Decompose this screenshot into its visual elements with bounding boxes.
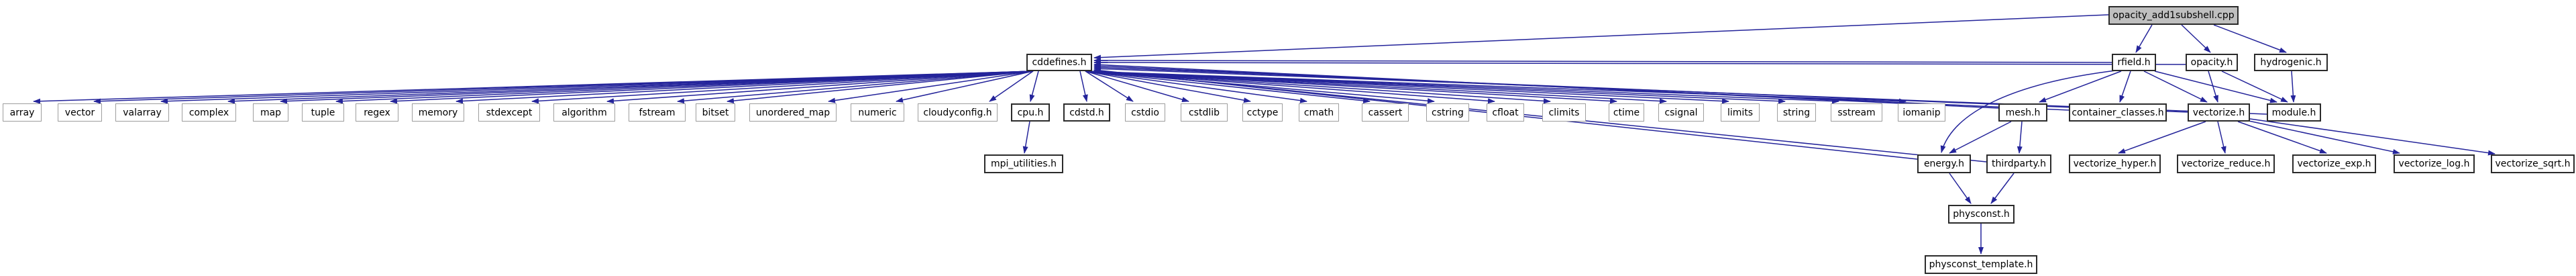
node-cloudyconfig: cloudyconfig.h	[918, 103, 998, 122]
edge-cddefines-to-climits	[1085, 71, 1551, 104]
edge-cddefines-to-cfloat	[1085, 71, 1495, 104]
node-array: array	[3, 103, 42, 122]
edge-cddefines-to-cstdio	[1085, 71, 1134, 102]
edge-opacity-to-cddefines	[1093, 60, 2186, 66]
edge-rfield-to-cddefines	[1093, 58, 2112, 64]
edge-thirdparty-to-physconst	[1990, 173, 2015, 204]
edge-mesh-to-energy	[1949, 121, 2012, 154]
node-mpi_utilities[interactable]: mpi_utilities.h	[984, 154, 1063, 173]
edge-vectorize-to-vectorize_reduce	[2217, 121, 2226, 154]
edge-vectorize-to-vectorize_exp	[2237, 121, 2327, 154]
node-mesh[interactable]: mesh.h	[1998, 103, 2047, 122]
node-cdstd[interactable]: cdstd.h	[1063, 103, 1110, 122]
edge-cddefines-to-cdstd	[1079, 71, 1088, 102]
node-root[interactable]: opacity_add1subshell.cpp	[2108, 6, 2239, 25]
node-rfield[interactable]: rfield.h	[2112, 54, 2156, 71]
node-cpu[interactable]: cpu.h	[1011, 103, 1050, 122]
edge-energy-to-physconst	[1949, 173, 1972, 204]
edge-rfield-to-energy	[1940, 70, 2116, 153]
node-complex: complex	[182, 103, 236, 122]
node-numeric: numeric	[851, 103, 904, 122]
node-memory: memory	[412, 103, 464, 122]
edge-rfield-to-vectorize	[2143, 71, 2208, 103]
node-hydrogenic[interactable]: hydrogenic.h	[2254, 54, 2328, 71]
edge-cddefines-to-memory	[455, 71, 1034, 104]
node-cassert: cassert	[1362, 103, 1409, 122]
edge-cddefines-to-cassert	[1085, 71, 1371, 103]
edge-cddefines-to-algorithm	[606, 71, 1034, 104]
node-cfloat: cfloat	[1487, 103, 1524, 122]
edge-cddefines-to-cstdlib	[1085, 71, 1189, 103]
node-cstdlib: cstdlib	[1181, 103, 1228, 122]
node-iomanip: iomanip	[1898, 103, 1945, 122]
node-string: string	[1777, 103, 1816, 122]
node-vector: vector	[58, 103, 102, 122]
node-vectorize_sqrt[interactable]: vectorize_sqrt.h	[2491, 154, 2575, 173]
node-fstream: fstream	[629, 103, 686, 122]
edge-vectorize-to-vectorize_log	[2248, 120, 2400, 154]
node-limits: limits	[1721, 103, 1760, 122]
edge-root-to-hydrogenic	[2213, 24, 2287, 53]
node-sstream: sstream	[1831, 103, 1882, 122]
edge-cddefines-to-cmath	[1085, 71, 1307, 103]
edge-vectorize-to-vectorize_sqrt	[2249, 118, 2496, 156]
node-vectorize_reduce[interactable]: vectorize_reduce.h	[2177, 154, 2275, 173]
node-cstring: cstring	[1426, 103, 1469, 122]
node-cddefines[interactable]: cddefines.h	[1026, 54, 1092, 71]
edge-thirdparty-to-cddefines	[1093, 68, 1987, 163]
node-valarray: valarray	[115, 103, 169, 122]
node-tuple: tuple	[302, 103, 344, 122]
edge-cddefines-to-unordered_map	[828, 71, 1034, 103]
edge-root-to-rfield	[2135, 24, 2153, 53]
edge-root-to-cddefines	[1093, 14, 2109, 60]
node-cctype: cctype	[1242, 103, 1283, 122]
edge-rfield-to-module	[2154, 71, 2277, 103]
edge-rfield-to-container_classes	[2119, 71, 2131, 103]
node-unordered_map: unordered_map	[749, 103, 837, 122]
edge-vectorize-to-vectorize_hyper	[2118, 121, 2206, 154]
node-energy[interactable]: energy.h	[1917, 154, 1971, 173]
node-physconst[interactable]: physconst.h	[1948, 205, 2015, 224]
node-climits: climits	[1542, 103, 1586, 122]
node-map: map	[253, 103, 288, 122]
edge-rfield-to-mesh	[2039, 71, 2122, 103]
node-module[interactable]: module.h	[2267, 103, 2321, 122]
node-regex: regex	[356, 103, 398, 122]
node-algorithm: algorithm	[553, 103, 615, 122]
edge-cddefines-to-iomanip	[1085, 71, 1907, 104]
edge-cddefines-to-cctype	[1085, 71, 1251, 103]
edge-cpu-to-mpi_utilities	[1022, 121, 1030, 154]
node-cmath: cmath	[1299, 103, 1339, 122]
edge-root-to-opacity	[2181, 24, 2211, 53]
edge-cddefines-to-regex	[390, 71, 1034, 104]
node-opacity[interactable]: opacity.h	[2186, 54, 2238, 71]
node-csignal: csignal	[1658, 103, 1704, 122]
node-bitset: bitset	[696, 103, 735, 122]
node-physconst_template[interactable]: physconst_template.h	[1925, 255, 2037, 274]
node-cstdio: cstdio	[1125, 103, 1165, 122]
node-container_classes[interactable]: container_classes.h	[2069, 103, 2167, 122]
node-vectorize[interactable]: vectorize.h	[2188, 103, 2250, 122]
node-ctime: ctime	[1609, 103, 1644, 122]
node-thirdparty[interactable]: thirdparty.h	[1986, 154, 2051, 173]
edge-cddefines-to-cpu	[1029, 71, 1039, 102]
node-stdexcept: stdexcept	[478, 103, 540, 122]
node-vectorize_hyper[interactable]: vectorize_hyper.h	[2069, 154, 2161, 173]
edge-cddefines-to-bitset	[727, 71, 1034, 103]
edge-cddefines-to-cloudyconfig	[989, 71, 1034, 102]
node-vectorize_log[interactable]: vectorize_log.h	[2394, 154, 2475, 173]
edge-opacity-to-vectorize	[2208, 71, 2218, 103]
edge-cddefines-to-stdexcept	[531, 71, 1034, 104]
edge-mesh-to-thirdparty	[2017, 121, 2023, 154]
edge-cddefines-to-fstream	[677, 71, 1034, 104]
node-vectorize_exp[interactable]: vectorize_exp.h	[2292, 154, 2376, 173]
edge-opacity-to-module	[2221, 71, 2288, 103]
edge-hydrogenic-to-module	[2290, 71, 2296, 103]
edge-cddefines-to-cstring	[1085, 71, 1435, 104]
edge-cddefines-to-numeric	[896, 71, 1034, 103]
